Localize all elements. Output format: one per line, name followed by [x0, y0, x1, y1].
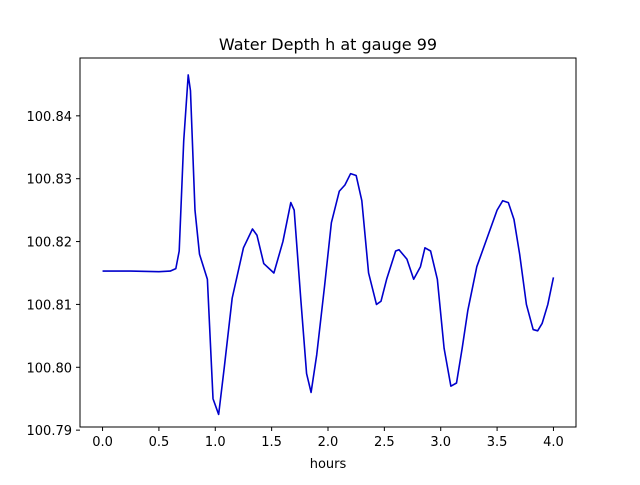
chart-title: Water Depth h at gauge 99	[219, 35, 437, 54]
x-axis: 0.0 0.5 1.0 1.5 2.0 2.5 3.0 3.5 4.0	[92, 427, 564, 450]
y-tick-label: 100.83	[27, 173, 73, 188]
x-axis-label: hours	[310, 457, 347, 472]
x-tick-label: 3.5	[487, 435, 508, 450]
x-tick-label: 3.0	[430, 435, 451, 450]
y-tick-label: 100.80	[27, 361, 73, 376]
y-tick-label: 100.84	[27, 110, 73, 125]
x-tick-label: 2.5	[374, 435, 395, 450]
y-tick-label: 100.81	[27, 298, 73, 313]
x-tick-label: 1.5	[261, 435, 282, 450]
y-tick-label: 100.82	[27, 236, 73, 251]
x-tick-label: 0.5	[149, 435, 170, 450]
y-tick-label: 100.79	[27, 424, 73, 439]
x-tick-label: 1.0	[205, 435, 226, 450]
x-tick-label: 2.0	[318, 435, 339, 450]
series-line-0	[102, 74, 555, 416]
y-axis: 100.79 100.80 100.81 100.82 100.83 100.84	[27, 110, 80, 439]
x-tick-label: 4.0	[543, 435, 564, 450]
x-tick-label: 0.0	[92, 435, 113, 450]
